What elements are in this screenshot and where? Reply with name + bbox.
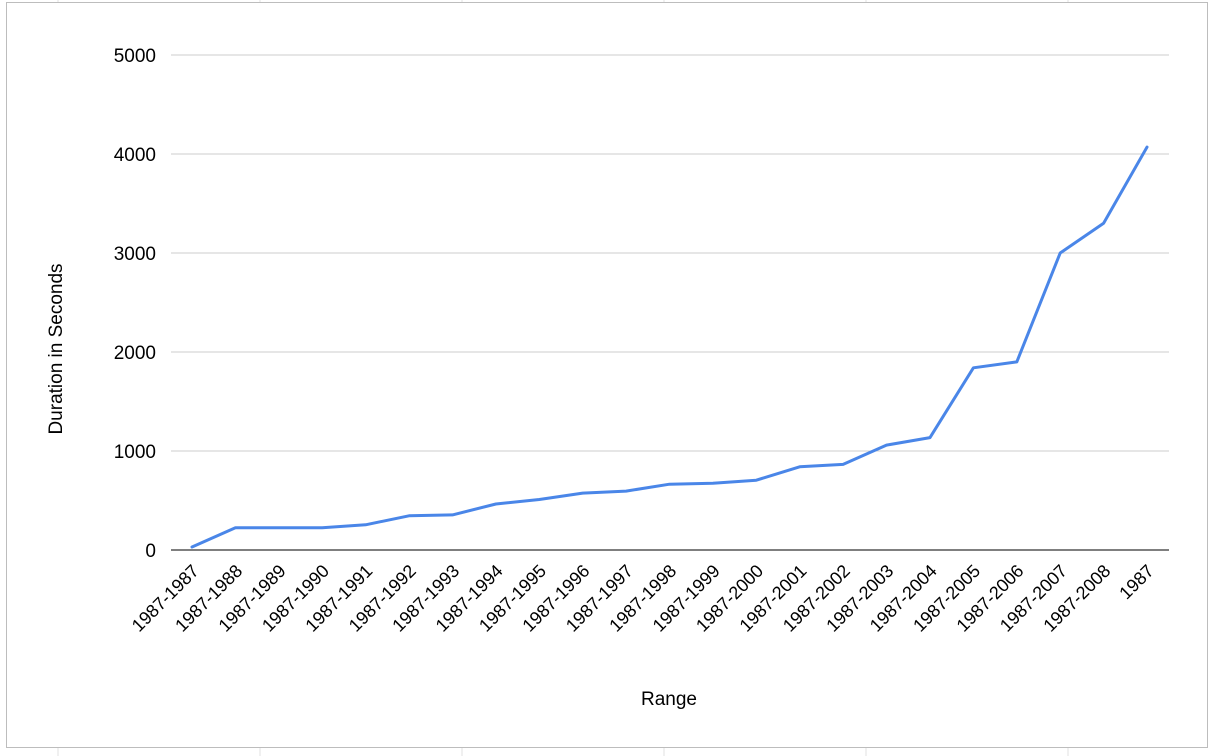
data-point[interactable] xyxy=(968,363,978,373)
gridlines xyxy=(171,54,1169,452)
data-point[interactable] xyxy=(317,523,327,533)
chart-frame[interactable]: 0 1000 2000 3000 4000 5000 1987-1987 1987-1988… xyxy=(6,2,1208,748)
x-axis-ticks: 1987-19871987-19881987-19891987-19901987… xyxy=(128,561,1158,636)
series-line[interactable] xyxy=(190,145,1149,549)
y-tick-label: 4000 xyxy=(114,145,156,166)
y-tick-label: 0 xyxy=(145,541,156,562)
data-point[interactable] xyxy=(838,459,848,469)
data-point[interactable] xyxy=(274,523,284,533)
data-point[interactable] xyxy=(1055,248,1065,258)
data-point[interactable] xyxy=(1099,218,1109,228)
data-point[interactable] xyxy=(1012,357,1022,367)
y-tick-label: 1000 xyxy=(114,442,156,463)
data-point[interactable] xyxy=(447,510,457,520)
series xyxy=(187,142,1152,552)
data-point[interactable] xyxy=(882,440,892,450)
data-point[interactable] xyxy=(361,520,371,530)
data-point[interactable] xyxy=(187,542,197,552)
x-tick-label: 1987 xyxy=(1115,561,1157,603)
y-axis-label: Duration in Seconds xyxy=(46,263,67,434)
y-tick-label: 3000 xyxy=(114,244,156,265)
data-point[interactable] xyxy=(665,479,675,489)
data-point[interactable] xyxy=(621,486,631,496)
data-point[interactable] xyxy=(230,523,240,533)
data-point[interactable] xyxy=(578,488,588,498)
data-point[interactable] xyxy=(925,433,935,443)
data-point[interactable] xyxy=(795,462,805,472)
data-point[interactable] xyxy=(491,499,501,509)
x-axis-label: Range xyxy=(641,689,697,710)
y-tick-label: 5000 xyxy=(114,46,156,67)
line-chart: 0 1000 2000 3000 4000 5000 1987-19871987-1988… xyxy=(46,46,1169,710)
data-point[interactable] xyxy=(1142,142,1152,152)
data-point[interactable] xyxy=(404,511,414,521)
data-point[interactable] xyxy=(534,495,544,505)
y-tick-label: 2000 xyxy=(114,343,156,364)
y-axis-ticks: 0 1000 2000 3000 4000 5000 xyxy=(114,46,156,562)
data-point[interactable] xyxy=(751,475,761,485)
data-point[interactable] xyxy=(708,478,718,488)
